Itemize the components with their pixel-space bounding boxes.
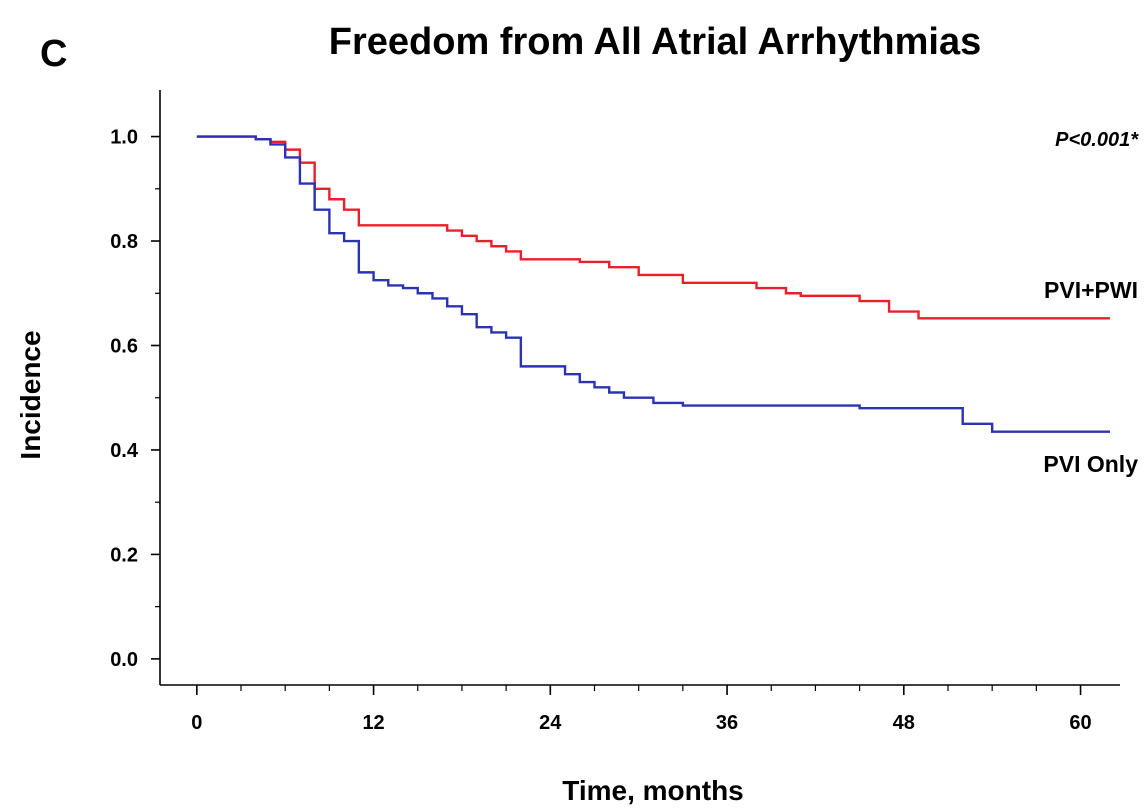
y-tick-label: 0.0 [110, 649, 138, 671]
annotation-layer: PVI+PWI PVI Only [1043, 277, 1138, 477]
x-tick-label: 60 [1069, 712, 1091, 734]
x-axis-label: Time, months [562, 775, 744, 806]
y-tick-label: 0.6 [110, 335, 138, 357]
x-tick-label: 48 [893, 712, 915, 734]
y-axis-label: Incidence [15, 330, 46, 459]
series-label-pvi-pwi: PVI+PWI [1044, 277, 1138, 303]
panel-label: C [40, 33, 67, 75]
y-tick-label: 0.8 [110, 231, 138, 253]
series-layer [196, 135, 1110, 433]
p-value-text: P<0.001* [1055, 129, 1139, 151]
axes: 0.0 0.2 0.4 0.6 0.8 1.0 0 12 24 36 48 60 [110, 90, 1120, 734]
y-tick-label: 1.0 [110, 127, 138, 149]
x-tick-label: 36 [716, 712, 738, 734]
x-tick-label: 12 [362, 712, 384, 734]
y-tick-label: 0.4 [110, 440, 139, 462]
x-tick-label: 24 [539, 712, 562, 734]
series-label-pvi-only: PVI Only [1043, 451, 1138, 477]
series-line-pvi-pwi [196, 135, 1110, 320]
chart-title: Freedom from All Atrial Arrhythmias [329, 21, 981, 63]
y-tick-label: 0.2 [110, 544, 138, 566]
x-tick-label: 0 [191, 712, 202, 734]
series-line-pvi-only [196, 135, 1110, 433]
